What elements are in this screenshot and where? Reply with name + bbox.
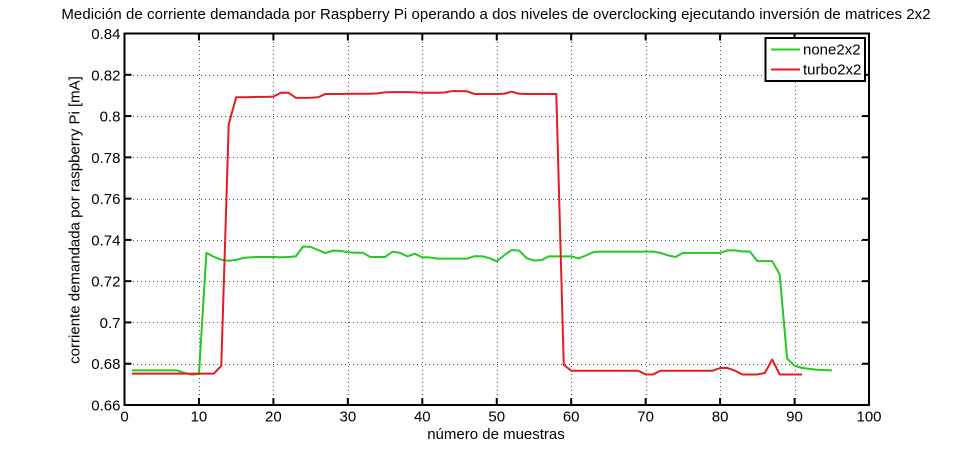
chart-title: Medición de corriente demandada por Rasp… [61,6,930,23]
x-axis-label: número de muestras [427,426,565,443]
x-tick-label: 60 [563,409,580,426]
y-tick-label: 0.74 [91,232,120,249]
y-tick-label: 0.8 [100,109,121,126]
y-tick-label: 0.78 [91,150,120,167]
axis-tick-labels: 0 10 20 30 40 50 60 70 80 90 100 0.66 0.68 0.7 0.72 0.7… [91,26,881,426]
y-tick-label: 0.72 [91,274,120,291]
x-tick-label: 90 [786,409,803,426]
y-tick-label: 0.76 [91,191,120,208]
x-tick-label: 80 [712,409,729,426]
data-series [131,90,832,376]
legend-label-turbo2x2: turbo2x2 [803,62,861,79]
axes-box [123,32,870,406]
y-tick-label: 0.82 [91,67,120,84]
legend-label-none2x2: none2x2 [803,42,861,59]
y-axis-label: corriente demandada por raspberry Pi [mA… [67,76,84,364]
x-tick-label: 0 [120,409,128,426]
y-tick-label: 0.84 [91,26,120,43]
y-tick-label: 0.7 [100,315,121,332]
grid-lines [125,34,868,404]
legend-frame [764,37,866,82]
x-tick-label: 30 [340,409,357,426]
x-tick-label: 70 [637,409,654,426]
x-tick-label: 20 [265,409,282,426]
legend-box[interactable]: none2x2 turbo2x2 [764,37,866,82]
x-tick-label: 40 [414,409,431,426]
series-line-turbo2x2 [131,90,802,376]
x-tick-label: 100 [856,409,881,426]
x-tick-label: 50 [488,409,505,426]
y-tick-label: 0.68 [91,356,120,373]
series-line-none2x2 [131,245,832,376]
x-tick-label: 10 [191,409,208,426]
y-tick-label: 0.66 [91,398,120,415]
